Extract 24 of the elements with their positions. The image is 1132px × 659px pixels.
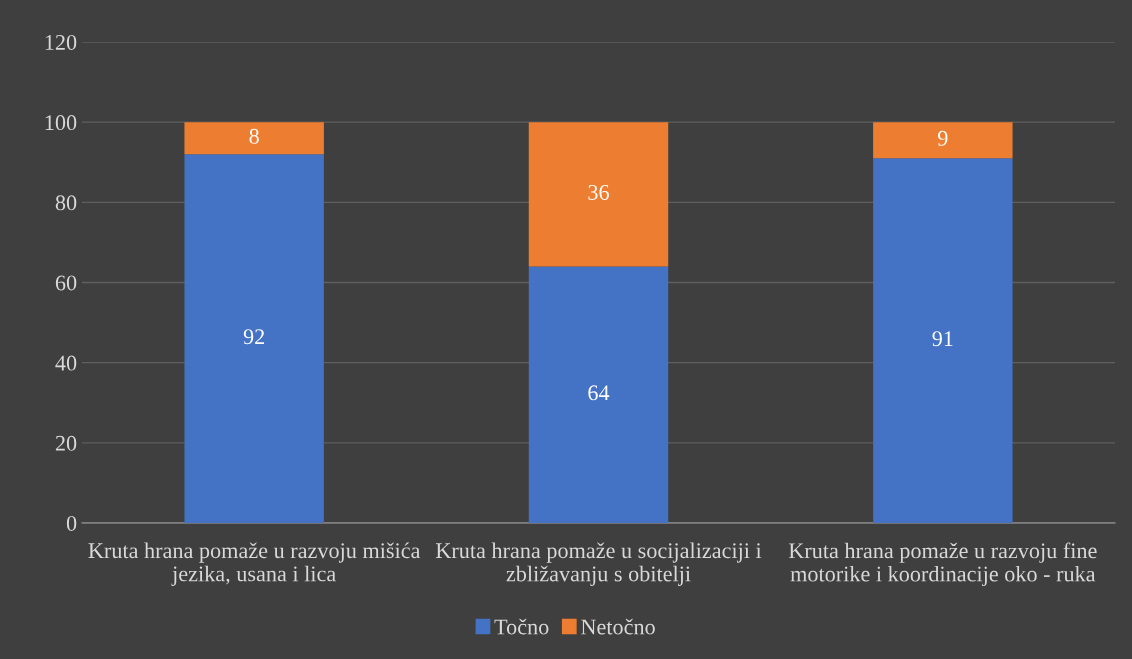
y-tick-label: 20 [55,435,77,451]
legend-label: Netočno [581,618,655,635]
bar [873,158,1013,523]
data-label: 92 [243,329,265,345]
y-tick-label: 60 [55,275,77,291]
data-label: 64 [588,385,610,401]
x-tick-label: Kruta hrana pomaže u socijalizaciji i zbližavanju s obitelji [435,542,762,586]
x-tick-label: Kruta hrana pomaže u razvoju fine motorike i koordinacije oko - ruka [788,542,1097,587]
data-label: 8 [249,128,259,144]
legend-label: Točno [494,618,549,635]
y-tick-label: 80 [55,195,77,211]
bar [873,122,1013,159]
y-tick-label: 0 [66,515,77,531]
y-tick-label: 120 [45,34,77,50]
x-tick-label: Kruta hrana pomaže u razvoju mišića jezika, usana i lica [88,542,421,586]
data-label: 36 [588,184,609,200]
bar [184,154,324,523]
bar [528,122,669,267]
y-tick-label: 40 [55,355,77,371]
bar [184,122,324,155]
data-label: 91 [932,331,953,347]
y-tick-label: 100 [45,115,77,131]
data-label: 9 [937,130,948,146]
bar [528,266,669,523]
